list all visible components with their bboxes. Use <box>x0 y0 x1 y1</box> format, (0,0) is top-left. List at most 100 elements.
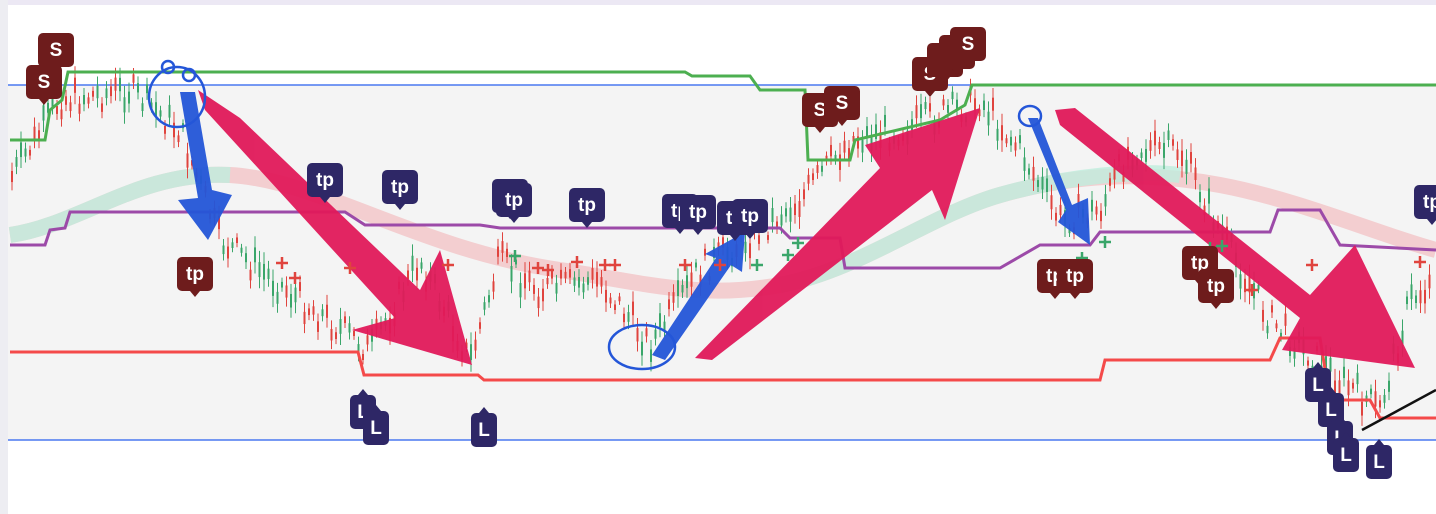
candle-body <box>1284 313 1287 326</box>
candle-body <box>789 207 792 222</box>
marker-box <box>26 65 62 99</box>
circle <box>181 67 197 83</box>
marker-box <box>496 183 532 217</box>
candle-body <box>1091 199 1093 212</box>
signal-marker: tp <box>382 170 418 210</box>
candle-body <box>357 344 360 354</box>
candle-body <box>96 85 99 99</box>
candle-body <box>816 165 819 173</box>
candle-body <box>1280 332 1282 338</box>
cross <box>714 259 726 271</box>
candle-body <box>1347 380 1350 396</box>
marker-label: L <box>370 418 382 439</box>
candle-body <box>915 105 918 119</box>
candle-body <box>1271 305 1273 313</box>
candle-body <box>173 122 175 138</box>
candle-body <box>1388 380 1390 392</box>
candle-body <box>659 313 661 327</box>
marker-label: S <box>38 72 51 93</box>
signal-marker: L <box>1366 439 1392 479</box>
candle-body <box>1122 171 1125 182</box>
circle <box>147 65 207 129</box>
marker-pointer <box>940 77 950 83</box>
candle-body <box>843 140 846 153</box>
candle-body <box>920 104 922 119</box>
marker-pointer <box>1335 415 1345 421</box>
cross <box>1246 284 1258 296</box>
candle-body <box>1145 148 1147 162</box>
candle-body <box>249 269 252 281</box>
cross <box>442 259 454 271</box>
candle-body <box>1424 289 1426 304</box>
top-bar <box>0 0 1436 5</box>
candle-body <box>263 263 265 280</box>
candle-body <box>83 95 85 105</box>
candle-body <box>1208 188 1210 204</box>
candle-body <box>231 242 234 248</box>
candle-body <box>821 165 823 172</box>
candle-body <box>353 330 355 337</box>
candle-body <box>1154 130 1156 146</box>
candle-body <box>87 97 90 104</box>
candle-body <box>470 344 472 360</box>
candle-body <box>560 269 562 279</box>
candle-body <box>650 349 652 362</box>
candle-body <box>308 308 310 316</box>
candle-body <box>114 77 117 91</box>
marker-label: tp <box>505 190 523 211</box>
candle-body <box>1010 136 1012 146</box>
candle-body <box>1176 149 1179 160</box>
candle-body <box>479 322 481 329</box>
candle-body <box>1023 157 1026 171</box>
candle-body <box>164 126 166 134</box>
marker-box <box>1333 438 1359 472</box>
signal-marker: S <box>38 33 74 73</box>
marker-box <box>471 413 497 447</box>
cross <box>679 259 691 271</box>
candle-body <box>866 126 868 139</box>
candle-body <box>722 237 724 248</box>
marker-label: tp <box>689 202 707 223</box>
candle-body <box>285 285 288 298</box>
candle-body <box>1095 206 1098 215</box>
candle-body <box>281 281 283 288</box>
candle-body <box>1370 388 1372 395</box>
signal-marker: L <box>363 405 389 445</box>
candle-body <box>33 126 36 140</box>
candle-body <box>1419 290 1422 304</box>
candle-body <box>1019 135 1021 144</box>
signal-marker: S <box>950 27 986 67</box>
candle-body <box>654 329 657 339</box>
marker-box <box>38 33 74 67</box>
candle-body <box>326 304 328 318</box>
marker-label: S <box>836 93 849 114</box>
candle-body <box>348 323 351 333</box>
candle-body <box>609 297 612 304</box>
candle-body <box>555 282 558 294</box>
marker-box <box>732 199 768 233</box>
signal-marker: S <box>824 86 860 126</box>
candle-body <box>690 272 693 287</box>
marker-pointer <box>1427 219 1436 225</box>
candle-body <box>1113 167 1116 180</box>
candle-body <box>510 265 513 282</box>
candle-body <box>267 268 270 280</box>
candle-body <box>168 104 171 118</box>
candle-body <box>587 277 589 285</box>
marker-pointer <box>1341 432 1351 438</box>
candle-body <box>551 270 553 279</box>
candle-body <box>1289 347 1291 356</box>
candle-body <box>848 148 850 159</box>
marker-label: tp <box>391 177 409 198</box>
candle-body <box>929 103 931 112</box>
candle-body <box>645 328 648 337</box>
candle-body <box>141 103 144 112</box>
candle-body <box>290 293 292 308</box>
candle-body <box>830 144 832 157</box>
signal-marker: tp <box>1057 259 1093 299</box>
marker-label: tp <box>1191 253 1209 274</box>
candle-body <box>1266 325 1269 334</box>
cross <box>1306 259 1318 271</box>
circle <box>607 323 677 371</box>
candle-body <box>1014 142 1017 151</box>
